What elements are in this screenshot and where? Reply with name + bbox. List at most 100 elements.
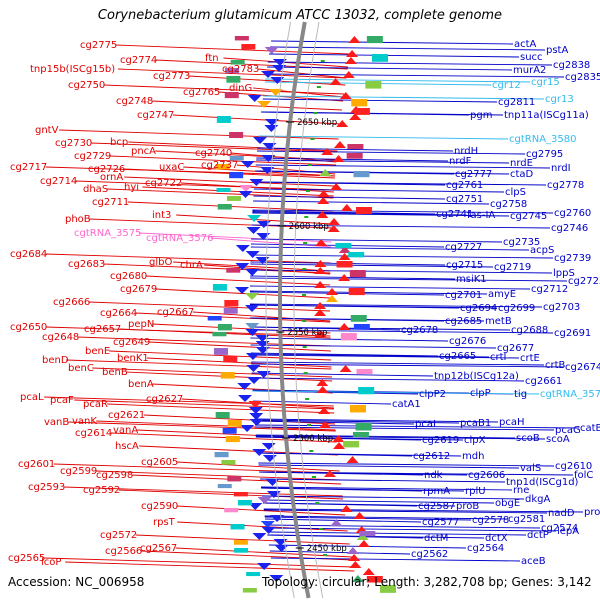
forward-gene-mark <box>247 95 262 102</box>
gene-label-reverse: dinG <box>229 83 252 94</box>
feature-marker <box>320 60 325 62</box>
label-leader-line <box>138 232 332 243</box>
backbone-arc <box>265 21 295 599</box>
label-leader-line <box>145 275 331 286</box>
label-leader-line <box>250 304 498 309</box>
gene-label-forward: proB <box>456 501 479 512</box>
gene-label-reverse: vanB <box>44 417 69 428</box>
gene-label-reverse: cg2737 <box>201 160 238 171</box>
ruler-tick-label: 2550 kbp <box>287 328 327 338</box>
gene-label-forward: clpS <box>505 187 526 198</box>
reverse-gene-mark <box>317 190 330 197</box>
gene-label-forward: cg2577 <box>422 517 459 528</box>
gene-label-forward: cg2677 <box>497 343 534 354</box>
feature-block <box>217 484 232 489</box>
label-leader-line <box>66 359 332 370</box>
forward-gene-mark <box>261 71 276 78</box>
gene-label-reverse: cg2714 <box>40 176 77 187</box>
feature-block <box>246 572 261 577</box>
gene-label-forward: cgtRNA_3580 <box>509 134 577 145</box>
gene-label-reverse: cg2711 <box>92 197 129 208</box>
reverse-gene-mark <box>346 50 359 57</box>
feature-block <box>348 252 365 258</box>
feature-block <box>352 432 369 438</box>
label-leader-line <box>264 515 508 520</box>
feature-marker <box>315 502 320 504</box>
gene-label-reverse: cg2726 <box>88 164 125 175</box>
feature-block <box>223 356 238 363</box>
gene-label-forward: nadD <box>548 508 575 519</box>
gene-label-forward: tig <box>514 389 527 400</box>
label-leader-line <box>250 303 543 308</box>
label-leader-line <box>250 329 554 334</box>
reverse-gene-mark <box>353 512 366 519</box>
feature-block <box>365 81 382 89</box>
label-leader-line <box>250 275 456 280</box>
forward-gene-mark <box>272 65 287 72</box>
gene-label-forward: cg2703 <box>543 302 580 313</box>
label-leader-line <box>267 61 553 66</box>
gene-label-forward: ctaD <box>510 169 534 180</box>
reverse-gene-mark <box>330 519 343 526</box>
gene-label-reverse: tnp15b(ISCg15b) <box>30 64 115 75</box>
gene-label-reverse: pncA <box>131 146 156 157</box>
gene-label-forward: cg2715 <box>446 260 483 271</box>
label-leader-line <box>253 400 392 405</box>
label-leader-line <box>89 218 332 229</box>
feature-block <box>372 54 389 62</box>
gene-label-reverse: hscA <box>115 441 139 452</box>
feature-marker <box>302 268 307 270</box>
label-leader-line <box>250 254 554 259</box>
label-leader-line <box>267 66 513 71</box>
reverse-gene-mark <box>338 323 351 330</box>
reverse-gene-mark <box>316 386 329 393</box>
gene-label-forward: msiK1 <box>456 274 487 285</box>
gene-label-reverse: cg2666 <box>53 297 90 308</box>
reverse-gene-mark <box>316 211 329 218</box>
label-leader-line <box>77 336 331 347</box>
feature-block <box>234 548 249 553</box>
gene-label-forward: tnp1d(ISCg1d) <box>506 477 579 488</box>
reverse-gene-mark <box>351 575 364 582</box>
label-leader-line <box>88 301 331 312</box>
forward-gene-mark <box>248 407 263 414</box>
gene-label-forward: tnp11a(ISCg11a) <box>504 110 589 121</box>
forward-gene-mark <box>247 215 262 222</box>
forward-gene-mark <box>237 395 252 402</box>
feature-block <box>220 372 235 379</box>
label-leader-line <box>260 486 513 491</box>
gene-label-forward: cg2581 <box>508 514 545 525</box>
gene-label-forward: catA1 <box>392 399 421 410</box>
gene-label-forward: cgtRNA_3573 <box>540 389 600 400</box>
gene-label-forward: cg2760 <box>554 208 591 219</box>
label-leader-line <box>118 489 344 500</box>
gene-label-forward: cg2606 <box>468 470 505 481</box>
label-leader-line <box>155 288 331 299</box>
gene-label-forward: dkgA <box>525 494 550 505</box>
gene-label-forward: cg2612 <box>413 451 450 462</box>
reverse-gene-mark <box>316 379 329 386</box>
gene-label-reverse: benA <box>128 379 154 390</box>
feature-block <box>214 452 229 458</box>
reverse-gene-mark <box>314 309 327 316</box>
gene-label-forward: proA <box>584 507 600 518</box>
forward-gene-mark <box>266 491 281 498</box>
ruler-tick-label: 2450 kbp <box>307 544 347 554</box>
gene-label-forward: cgr13 <box>545 94 574 105</box>
feature-block <box>358 387 375 395</box>
forward-gene-mark <box>245 329 260 336</box>
gene-label-forward: cg2688 <box>511 325 548 336</box>
feature-block <box>349 270 366 278</box>
gene-label-reverse: cg2599 <box>60 466 97 477</box>
label-leader-line <box>63 486 343 497</box>
label-leader-line <box>250 285 531 290</box>
forward-gene-mark <box>248 401 263 408</box>
gene-label-reverse: cg2590 <box>141 501 178 512</box>
feature-block <box>353 108 370 115</box>
ruler-ticks: 2650 kbp 2600 kbp 2550 kbp 2500 kbp 2450 kbp <box>276 118 347 554</box>
map-title: Corynebacterium glutamicum ATCC 13032, c… <box>97 8 503 23</box>
gene-label-reverse: cg2722 <box>145 178 182 189</box>
label-leader-line <box>110 432 337 443</box>
forward-gene-mark <box>252 449 267 456</box>
label-leader-line <box>255 436 464 441</box>
